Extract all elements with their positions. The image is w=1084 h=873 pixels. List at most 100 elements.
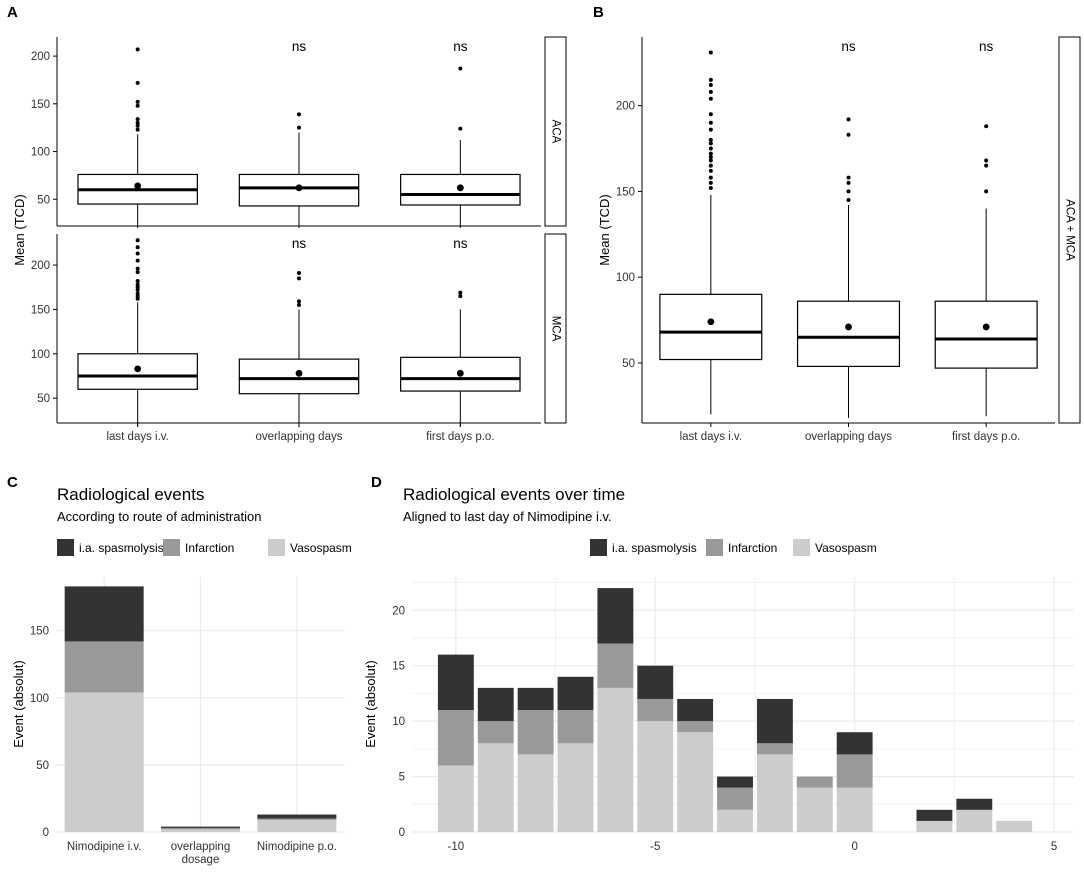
outlier-point <box>135 279 140 284</box>
outlier-point <box>708 158 713 163</box>
y-tick-label: 200 <box>31 51 50 63</box>
bar-segment <box>956 809 993 832</box>
outlier-point <box>708 127 713 132</box>
y-tick-label: 150 <box>31 99 50 111</box>
outlier-point <box>708 175 713 180</box>
outlier-point <box>135 80 140 85</box>
outlier-point <box>708 163 713 168</box>
bar-segment <box>756 754 793 832</box>
legend-swatch <box>57 539 74 556</box>
bar-segment <box>756 698 793 744</box>
bar-segment <box>677 698 714 722</box>
y-axis-label: Event (absolut) <box>363 660 378 747</box>
chart-title: Radiological events <box>57 485 204 504</box>
outlier-point <box>297 271 301 276</box>
bar-segment <box>257 814 337 819</box>
x-tick-label: overlapping days <box>256 431 343 443</box>
outlier-point <box>458 294 463 299</box>
legend-label: Infarction <box>185 541 234 555</box>
x-tick-label: 5 <box>1051 841 1057 853</box>
panel-b: B 50 100 150 200 last days i.v. ns overlapping… <box>593 4 1081 443</box>
bar-segment <box>836 754 873 788</box>
bar-segment <box>637 698 674 722</box>
bar-segment <box>796 787 833 832</box>
legend-label: i.a. spasmolysis <box>612 541 697 555</box>
outlier-point <box>135 123 140 128</box>
significance-label: ns <box>453 236 468 251</box>
bar-segment <box>916 809 953 821</box>
bar-segment <box>597 687 634 832</box>
facet-strip-label: ACA <box>549 120 561 144</box>
outlier-point <box>135 103 140 108</box>
outlier-point <box>846 197 851 202</box>
mean-point <box>456 369 464 377</box>
y-tick-label: 0 <box>399 827 405 839</box>
outlier-point <box>708 141 713 146</box>
bar-segment <box>836 787 873 832</box>
legend-label: Vasospasm <box>290 541 352 555</box>
mean-point <box>707 318 715 326</box>
bar-segment <box>597 643 634 688</box>
outlier-point <box>135 282 140 287</box>
bar-segment <box>161 829 240 832</box>
bar-segment <box>437 710 474 766</box>
outlier-point <box>135 258 140 263</box>
outlier-point <box>135 238 140 243</box>
x-tick-label: Nimodipine p.o. <box>257 841 337 853</box>
y-tick-label: 150 <box>616 186 635 198</box>
outlier-point <box>846 132 851 137</box>
significance-label: ns <box>979 39 994 54</box>
box <box>934 300 1038 369</box>
bar-segment <box>717 787 753 810</box>
outlier-point <box>846 175 851 180</box>
y-tick-label: 200 <box>31 260 50 272</box>
outlier-point <box>708 180 713 185</box>
bar-segment <box>916 820 953 832</box>
y-tick-label: 50 <box>622 358 635 370</box>
y-tick-label: 0 <box>43 827 49 839</box>
bar-segment <box>517 687 554 711</box>
outlier-point <box>708 155 713 160</box>
bar-segment <box>956 798 993 810</box>
bar-segment <box>996 820 1033 832</box>
bar-segment <box>677 721 714 733</box>
outlier-point <box>135 117 140 122</box>
outlier-point <box>708 112 713 117</box>
panel-label-c: C <box>7 474 18 491</box>
bar-segment <box>477 743 514 832</box>
legend-label: Infarction <box>728 541 777 555</box>
mean-point <box>982 323 990 331</box>
x-tick-label: -5 <box>650 841 660 853</box>
legend-swatch <box>793 539 810 556</box>
outlier-point <box>297 276 301 281</box>
bar-segment <box>477 687 514 722</box>
mean-point <box>295 369 303 377</box>
bar-segment <box>557 743 594 832</box>
bar-segment <box>796 776 833 788</box>
bar-segment <box>677 732 714 832</box>
y-tick-label: 15 <box>392 661 405 673</box>
x-tick-label: 0 <box>851 841 857 853</box>
outlier-point <box>297 302 301 307</box>
bar-segment <box>64 586 144 642</box>
outlier-point <box>135 251 140 256</box>
x-tick-label: last days i.v. <box>106 431 168 443</box>
significance-label: ns <box>292 39 307 54</box>
outlier-point <box>458 126 463 131</box>
bar-segment <box>477 721 514 744</box>
y-tick-label: 5 <box>399 772 405 784</box>
mean-point <box>295 184 303 192</box>
bar-segment <box>717 809 753 832</box>
legend-swatch <box>268 539 285 556</box>
bar-segment <box>257 819 337 832</box>
bar-segment <box>717 776 753 788</box>
x-tick-label: -10 <box>448 841 465 853</box>
outlier-point <box>984 158 989 163</box>
x-tick-label: first days p.o. <box>426 431 494 443</box>
y-tick-label: 200 <box>616 101 635 113</box>
facet-strip-label: MCA <box>549 316 561 342</box>
outlier-point <box>984 189 989 194</box>
significance-label: ns <box>841 39 856 54</box>
outlier-point <box>708 137 713 142</box>
